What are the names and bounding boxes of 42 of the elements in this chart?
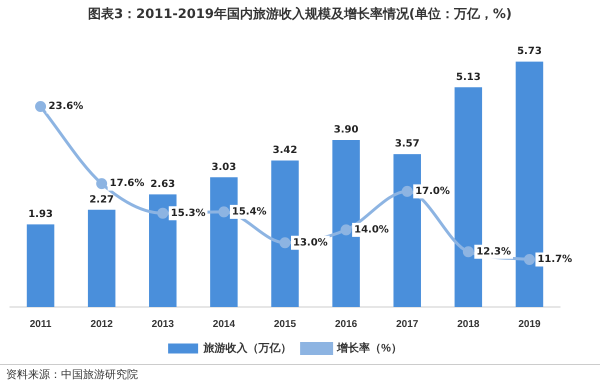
data-label: 15.3% xyxy=(170,208,206,219)
point xyxy=(280,237,290,248)
point xyxy=(462,246,474,258)
data-label: 1.93 xyxy=(28,208,53,220)
data-label: 12.3% xyxy=(476,246,512,258)
data-label: 3.57 xyxy=(394,138,420,150)
data-label: 3.90 xyxy=(334,124,358,136)
x-tick-label: 2011 xyxy=(30,318,52,330)
legend-label: 旅游收入（万亿） xyxy=(202,342,292,355)
data-label: 2.63 xyxy=(150,178,176,190)
data-label: 2.27 xyxy=(89,194,114,206)
chart-title: 图表3：2011-2019年国内旅游收入规模及增长率情况(单位：万亿，%) xyxy=(87,6,513,24)
x-tick-label: 2012 xyxy=(90,318,114,330)
data-label: 14.0% xyxy=(354,224,389,236)
bar xyxy=(88,210,116,307)
text: 资料来源：中国旅游研究院 xyxy=(0,364,600,385)
point xyxy=(218,206,230,218)
point xyxy=(96,178,108,190)
data-label: 5.73 xyxy=(517,46,542,58)
data-label: 11.7% xyxy=(537,254,572,266)
x-tick-label: 2018 xyxy=(457,318,480,330)
data-label: 3.03 xyxy=(212,162,236,173)
x-tick-label: 2013 xyxy=(152,318,174,330)
bar xyxy=(26,224,54,307)
point xyxy=(35,101,46,112)
legend-label: 增长率（%） xyxy=(336,342,402,355)
point xyxy=(340,224,352,236)
x-tick-label: 2014 xyxy=(212,318,236,330)
data-label: 13.0% xyxy=(293,237,328,248)
data-label: 3.42 xyxy=(272,145,298,156)
data-label: 5.13 xyxy=(456,72,481,83)
point xyxy=(157,208,168,219)
point xyxy=(402,186,413,197)
x-tick-label: 2017 xyxy=(396,318,419,330)
data-label: 15.4% xyxy=(232,206,267,218)
x-tick-label: 2019 xyxy=(518,318,542,330)
x-tick-label: 2016 xyxy=(334,318,358,330)
data-label: 17.0% xyxy=(415,186,450,197)
data-label: 23.6% xyxy=(48,101,84,112)
data-label: 17.6% xyxy=(110,178,144,190)
x-tick-label: 2015 xyxy=(274,318,297,330)
point xyxy=(524,254,535,265)
